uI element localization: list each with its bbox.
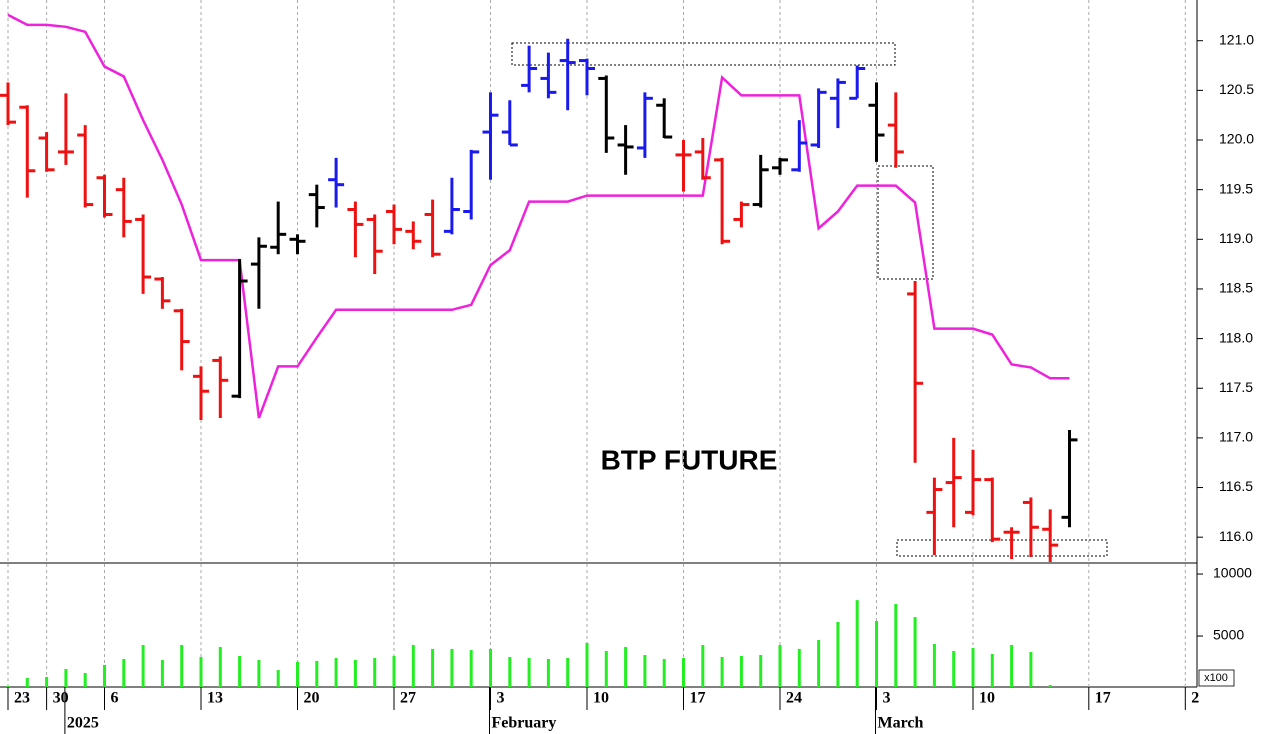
volume-unit-label: x100 bbox=[1204, 672, 1228, 684]
x-tick-label: 30 bbox=[53, 690, 69, 707]
y-tick-label: 118.5 bbox=[1219, 280, 1253, 296]
y-tick-label: 121.0 bbox=[1219, 31, 1254, 47]
x-tick-label: 3 bbox=[883, 690, 891, 707]
x-tick-label: 3 bbox=[497, 690, 505, 707]
range-box bbox=[896, 539, 1108, 557]
range-box bbox=[511, 42, 896, 66]
y-tick-label: 117.5 bbox=[1219, 379, 1253, 395]
overlay-line bbox=[7, 13, 1070, 419]
x-tick-label: 10 bbox=[979, 690, 995, 707]
chart-title: BTP FUTURE bbox=[601, 444, 778, 475]
y-tick-label: 120.5 bbox=[1219, 81, 1254, 97]
x-tick-label: 17 bbox=[1095, 690, 1111, 707]
x-tick-label: 20 bbox=[304, 690, 320, 707]
x-tick-label: 6 bbox=[111, 690, 119, 707]
x-tick-label: 17 bbox=[690, 690, 706, 707]
x-tick-label: 13 bbox=[207, 690, 223, 707]
unit-box bbox=[1198, 669, 1235, 687]
period-label: March bbox=[878, 715, 924, 732]
y-tick-label: 116.5 bbox=[1219, 478, 1253, 494]
y-tick-label: 117.0 bbox=[1219, 429, 1253, 445]
y-tick-label: 119.5 bbox=[1219, 180, 1253, 196]
volume-y-tick-label: 5000 bbox=[1213, 627, 1244, 643]
x-tick-label: 27 bbox=[400, 690, 416, 707]
x-tick-label: 23 bbox=[14, 690, 30, 707]
x-tick-label: 10 bbox=[593, 690, 609, 707]
y-tick-label: 119.0 bbox=[1219, 230, 1253, 246]
volume-y-tick-label: 10000 bbox=[1213, 565, 1252, 581]
y-tick-label: 118.0 bbox=[1219, 329, 1253, 345]
period-label: 2025 bbox=[67, 715, 99, 732]
y-tick-label: 120.0 bbox=[1219, 131, 1254, 147]
x-tick-label: 24 bbox=[786, 690, 802, 707]
y-tick-label: 116.0 bbox=[1219, 528, 1253, 544]
period-label: February bbox=[492, 715, 557, 732]
x-tick-label: 2 bbox=[1191, 690, 1199, 707]
